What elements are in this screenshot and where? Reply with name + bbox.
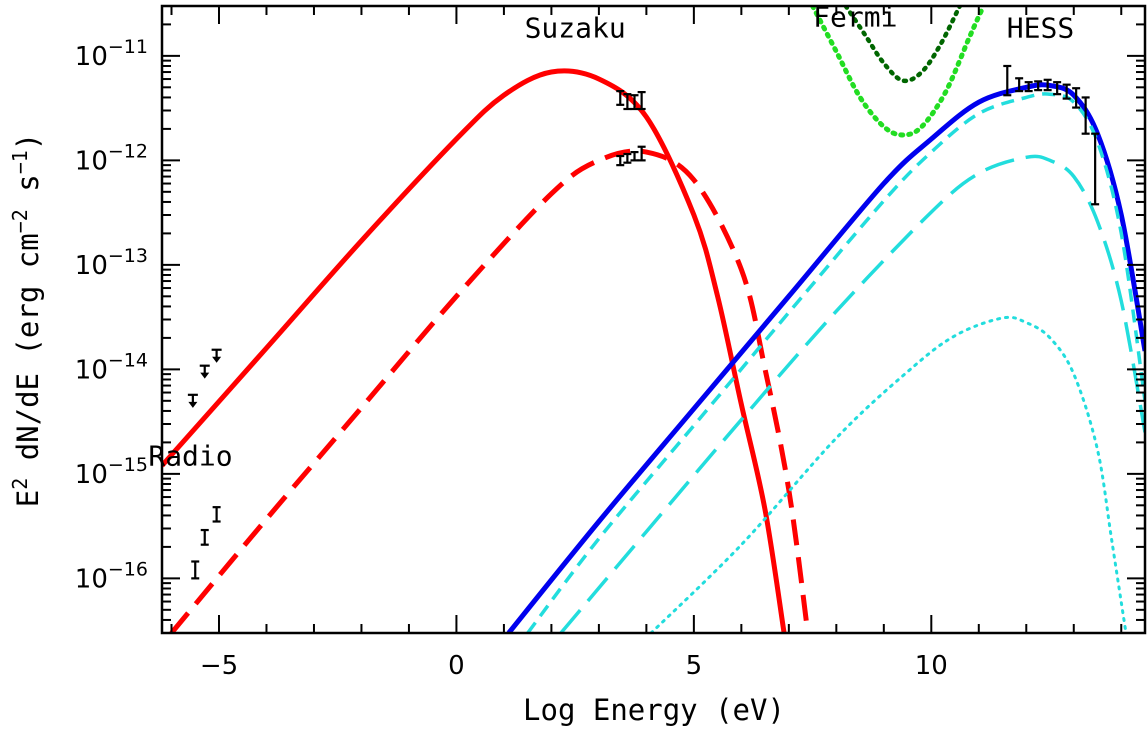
x-tick-label: 10 — [915, 651, 948, 681]
data-point-hess-9 — [1003, 64, 1012, 97]
annotation-hess: HESS — [1007, 11, 1074, 44]
data-point-suzaku-2 — [623, 93, 632, 111]
data-point-hess-17 — [1081, 96, 1090, 135]
x-tick-label: 0 — [448, 651, 465, 681]
y-tick-label: 10−13 — [75, 245, 148, 281]
axis-ticks: −5 0 5 10 10−11 10−12 10−13 10−14 10−15 10−16 — [75, 5, 1145, 681]
data-point-hess-18 — [1091, 132, 1100, 206]
data-point-hess-12 — [1034, 80, 1043, 92]
x-axis-title: Log Energy (eV) — [523, 693, 785, 727]
data-point-suzaku-1 — [616, 90, 625, 106]
radio-upper-limit-1 — [187, 393, 198, 408]
data-point-hess-14 — [1053, 81, 1062, 96]
data-point-suzaku-3 — [630, 94, 639, 111]
data-point-suzaku-8 — [637, 145, 646, 162]
data-point-radio-21 — [212, 506, 221, 523]
data-point-hess-11 — [1024, 81, 1033, 93]
data-point-radio-20 — [200, 528, 209, 546]
radio-upper-limit-2 — [199, 364, 210, 379]
x-tick-label: −5 — [200, 651, 238, 681]
series-line-3 — [506, 82, 1145, 633]
annotation-fermi: Fermi — [813, 1, 897, 34]
series-line-7 — [843, 6, 963, 84]
data-point-radio-19 — [191, 560, 200, 580]
series-line-4 — [526, 92, 1145, 633]
y-tick-label: 10−15 — [75, 454, 148, 490]
data-point-suzaku-6 — [623, 152, 632, 164]
data-point-hess-13 — [1043, 78, 1052, 92]
model-curves — [162, 6, 1145, 633]
y-tick-label: 10−12 — [75, 140, 148, 176]
y-tick-label: 10−14 — [75, 349, 148, 385]
x-tick-label: 5 — [686, 651, 703, 681]
annotation-radio: Radio — [148, 440, 232, 473]
series-line-8 — [810, 6, 986, 138]
y-tick-label: 10−16 — [75, 558, 148, 594]
data-point-hess-15 — [1062, 83, 1071, 100]
data-point-hess-10 — [1015, 77, 1024, 93]
series-line-1 — [162, 68, 787, 633]
annotations: Suzaku Fermi HESS Radio — [148, 1, 1074, 473]
data-points — [187, 64, 1100, 580]
y-tick-label: 10−11 — [75, 36, 148, 72]
series-line-6 — [649, 315, 1128, 633]
data-point-hess-16 — [1072, 87, 1081, 109]
series-line-2 — [169, 148, 811, 633]
data-point-suzaku-4 — [637, 90, 646, 111]
y-axis-title: E2 dN/dE (erg cm−2 s−1) — [8, 133, 45, 508]
annotation-suzaku: Suzaku — [525, 11, 626, 44]
series-line-5 — [559, 154, 1145, 633]
radio-upper-limit-3 — [211, 348, 222, 363]
data-point-suzaku-5 — [616, 154, 625, 167]
data-point-suzaku-7 — [630, 150, 639, 162]
